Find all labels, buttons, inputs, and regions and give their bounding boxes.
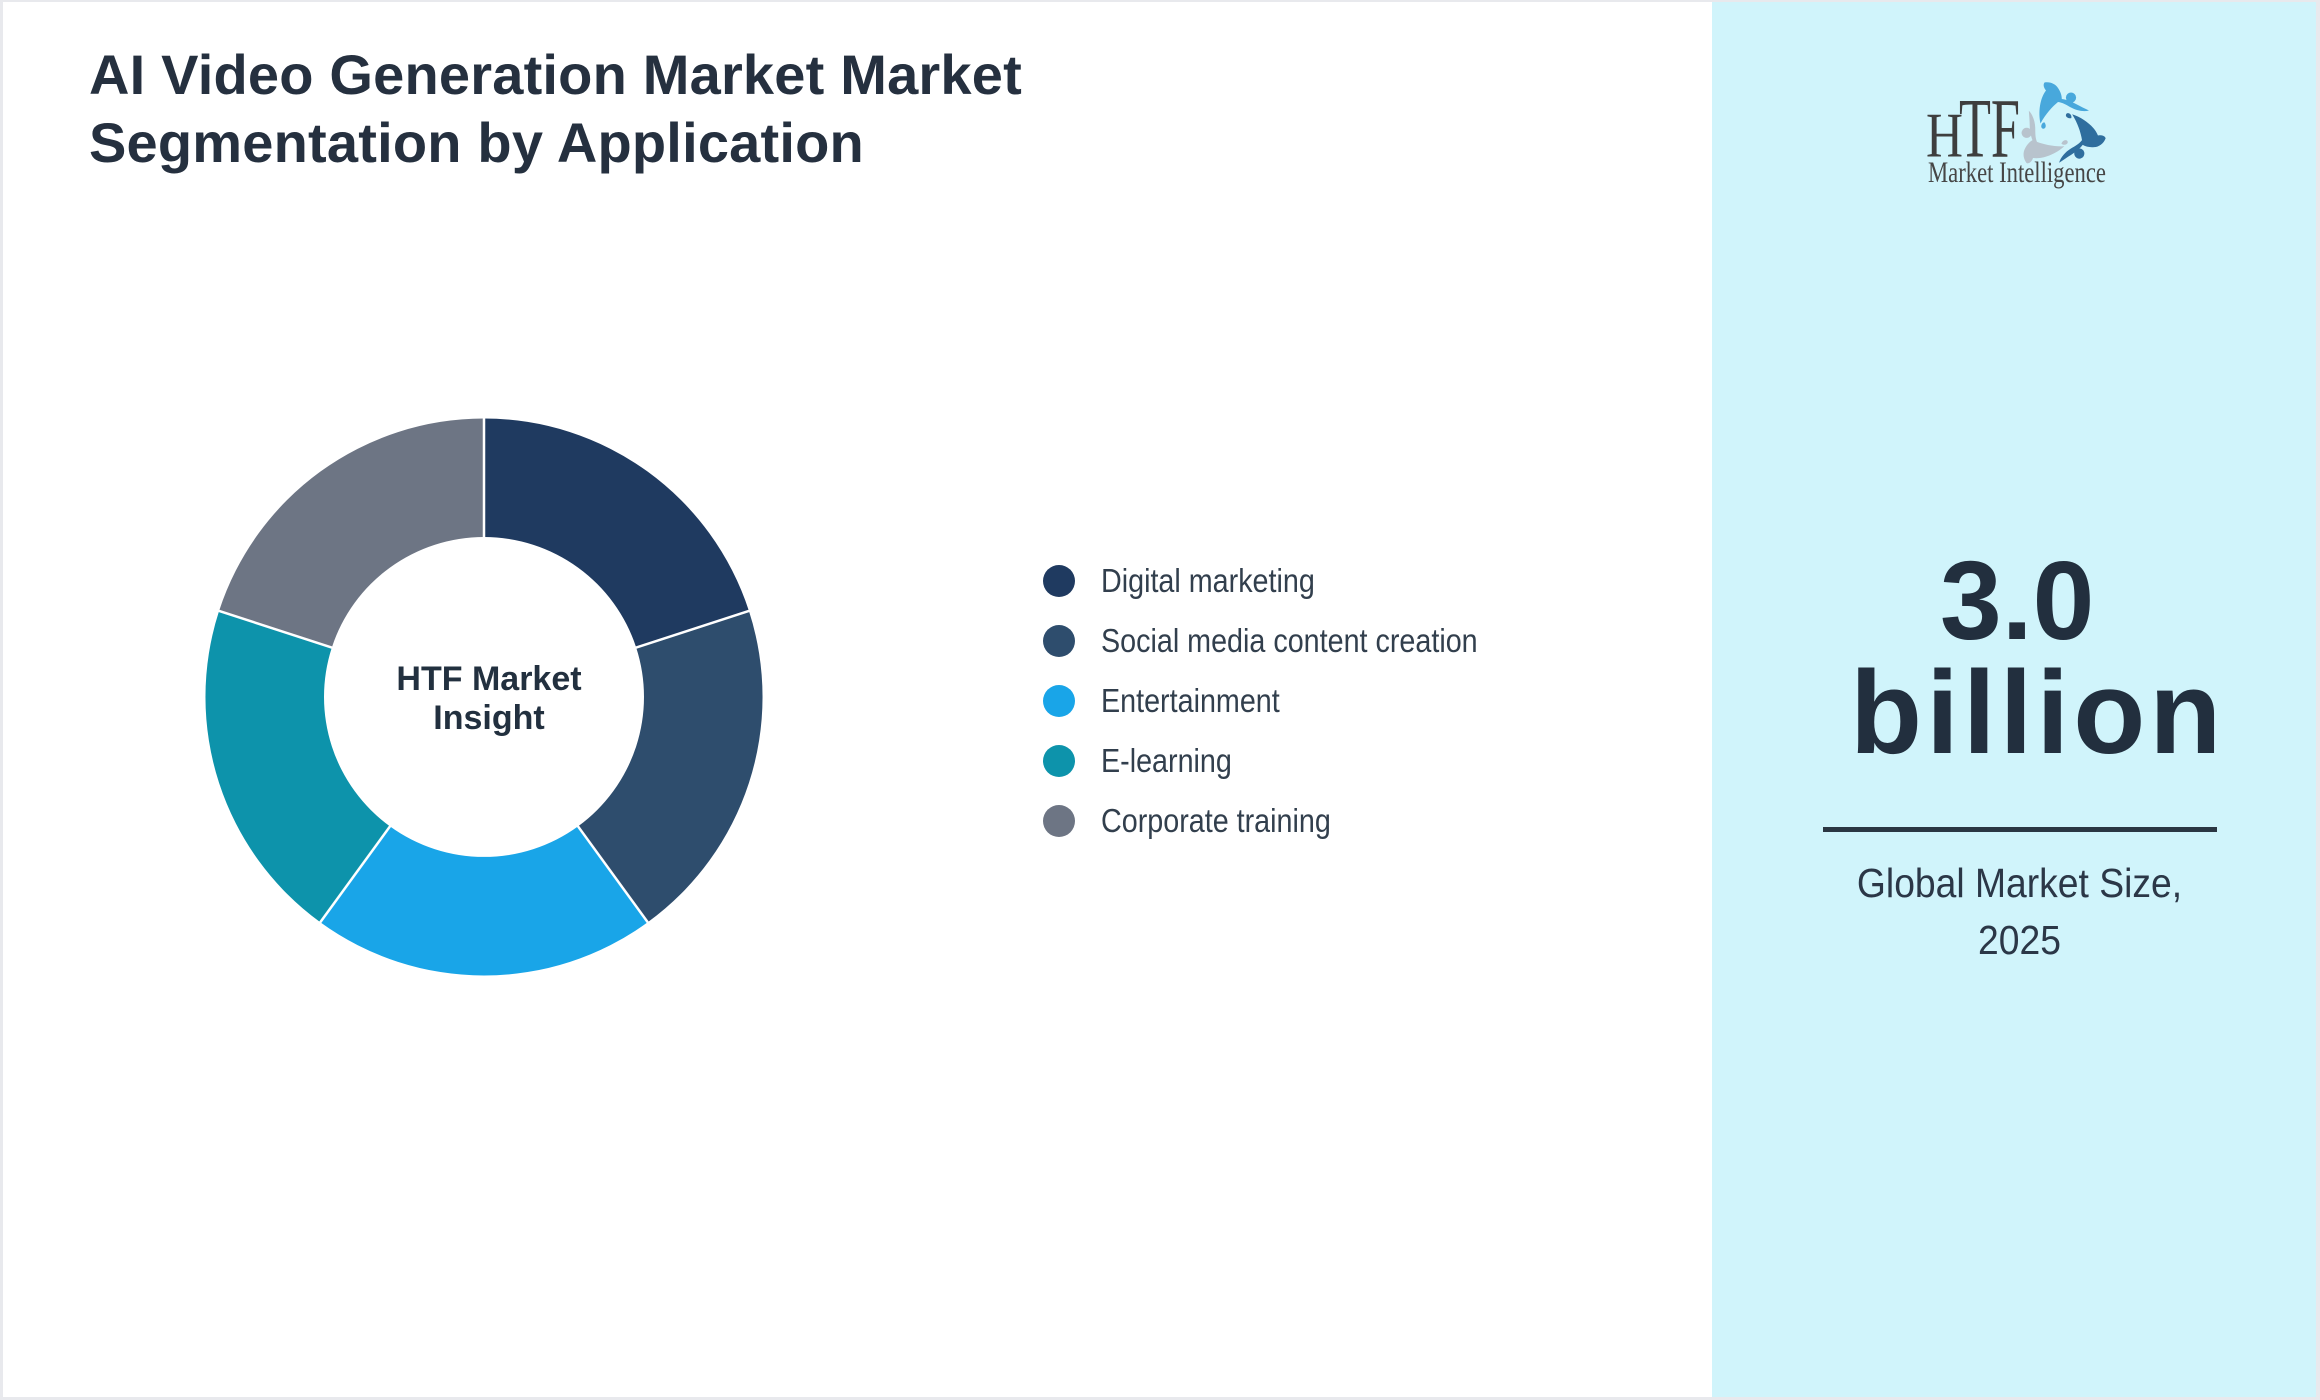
svg-text:TF: TF — [1959, 82, 2020, 176]
svg-text:Market Intelligence: Market Intelligence — [1928, 156, 2106, 189]
svg-text:H: H — [1926, 101, 1963, 171]
